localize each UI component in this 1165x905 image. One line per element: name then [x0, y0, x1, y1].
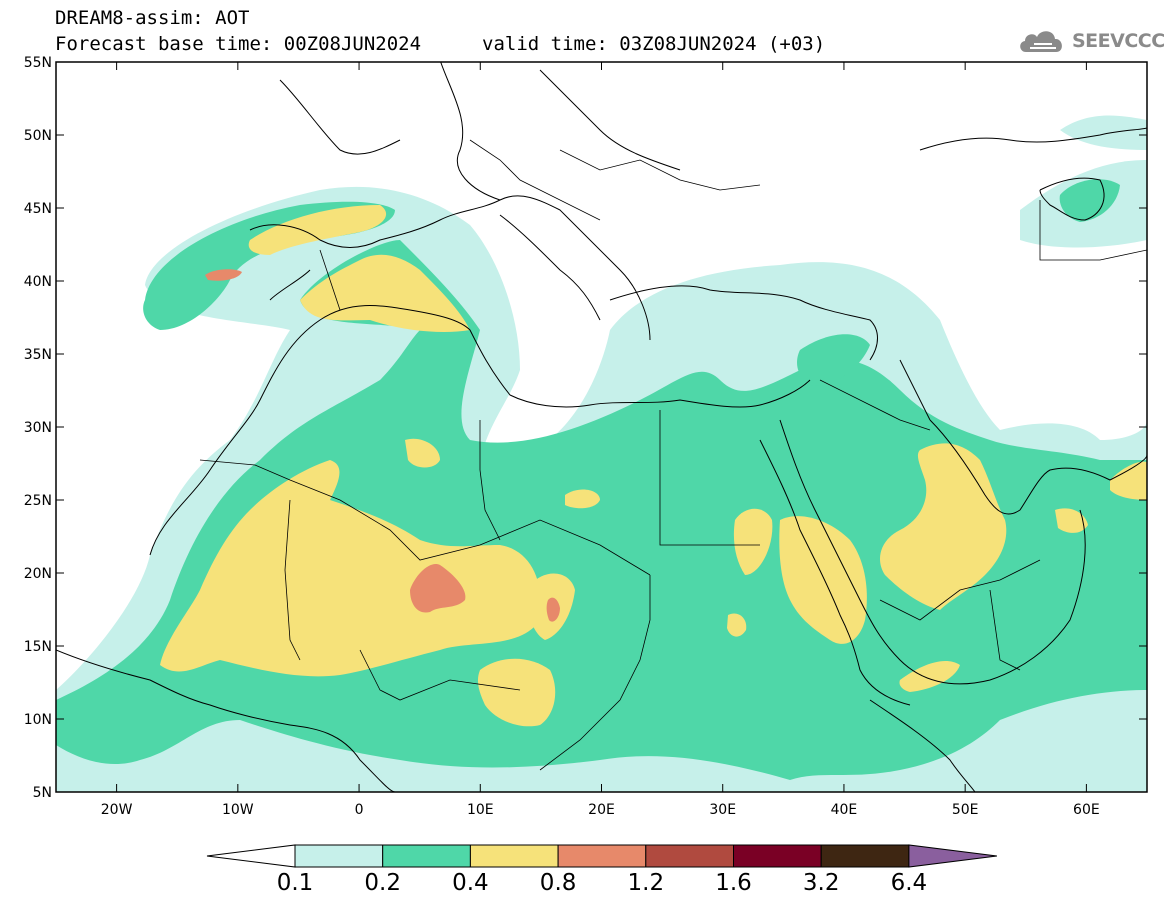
map-title: DREAM8-assim: AOT — [55, 7, 250, 29]
colorbar-label: 3.2 — [802, 870, 840, 896]
lon-label: 10E — [467, 802, 494, 818]
lat-label: 5N — [33, 785, 52, 801]
colorbar-label: 1.2 — [627, 870, 665, 896]
lat-label: 55N — [24, 55, 52, 71]
lat-label: 20N — [24, 566, 52, 582]
aot-contours — [56, 115, 1147, 792]
colorbar-segment — [733, 844, 822, 868]
lat-label: 45N — [24, 201, 52, 217]
colorbar-segment — [469, 844, 559, 868]
colorbar — [206, 844, 997, 868]
lon-label: 50E — [952, 802, 979, 818]
lat-label: 15N — [24, 639, 52, 655]
lat-label: 50N — [24, 128, 52, 144]
colorbar-over-arrow — [908, 844, 997, 868]
seevccc-logo: SEEVCCC — [1016, 24, 1165, 58]
colorbar-label: 0.4 — [452, 870, 489, 896]
lon-label: 0 — [355, 802, 364, 818]
lon-label: 20E — [588, 802, 615, 818]
coastlines — [56, 62, 1147, 792]
lon-label: 40E — [831, 802, 858, 818]
lon-label: 60E — [1073, 802, 1100, 818]
lat-label: 25N — [24, 493, 52, 509]
country-borders — [199, 139, 1147, 771]
colorbar-label: 0.2 — [364, 870, 401, 896]
lat-label: 10N — [24, 712, 52, 728]
map-axes: 55N 50N 45N 40N 35N 30N 25N 20N 15N 10N 5N 20W 10W 0 1… — [24, 55, 1147, 818]
colorbar-segment — [820, 844, 910, 868]
colorbar-segment — [645, 844, 734, 868]
lat-label: 30N — [24, 420, 52, 436]
colorbar-label: 0.8 — [539, 870, 577, 896]
cloud-logo-icon — [1020, 31, 1062, 52]
colorbar-labels: 0.1 0.2 0.4 0.8 1.2 1.6 3.2 6.4 — [0, 870, 1165, 900]
colorbar-segment — [382, 844, 471, 868]
colorbar-label: 6.4 — [890, 870, 928, 896]
valid-time: valid time: 03Z08JUN2024 (+03) — [482, 33, 826, 55]
colorbar-under-arrow — [206, 844, 296, 868]
lat-label: 40N — [24, 274, 52, 290]
lon-label: 10W — [222, 802, 254, 818]
lat-label: 35N — [24, 347, 52, 363]
colorbar-label: 1.6 — [715, 870, 752, 896]
colorbar-segment — [557, 844, 647, 868]
lon-label: 30E — [709, 802, 736, 818]
forecast-base-time: Forecast base time: 00Z08JUN2024 — [55, 33, 422, 55]
lon-label: 20W — [101, 802, 133, 818]
logo-text: SEEVCCC — [1072, 30, 1165, 52]
colorbar-segment — [294, 844, 384, 868]
colorbar-label: 0.1 — [276, 870, 314, 896]
